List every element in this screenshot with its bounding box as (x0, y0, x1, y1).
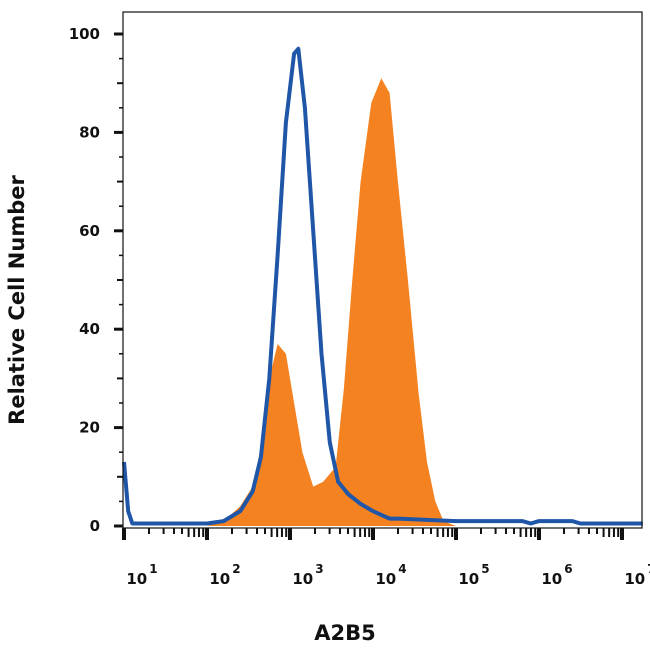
series-line-control (122, 46, 643, 526)
y-tick-label: 0 (90, 517, 100, 535)
y-tick-label: 40 (79, 320, 100, 338)
x-tick-label: 105 (458, 562, 489, 588)
y-tick-label: 20 (79, 419, 100, 437)
x-tick-label: 103 (292, 562, 323, 588)
x-tick-label: 107 (624, 562, 650, 588)
y-tick-label: 100 (69, 25, 100, 43)
x-tick-label: 104 (375, 562, 406, 588)
plot-frame (122, 11, 643, 529)
y-tick-label: 60 (79, 222, 100, 240)
x-tick-label: 106 (541, 562, 572, 588)
y-axis-title: Relative Cell Number (5, 175, 29, 425)
x-tick-label: 101 (126, 562, 157, 588)
y-tick-label: 80 (79, 123, 100, 141)
x-tick-label: 102 (209, 562, 240, 588)
x-axis-title: A2B5 (314, 621, 375, 645)
series-area-stained (124, 78, 643, 527)
